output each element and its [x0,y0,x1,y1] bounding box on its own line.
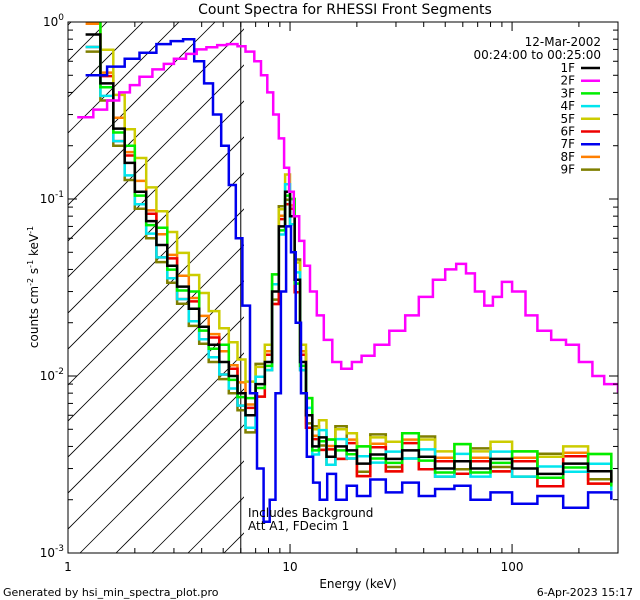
annotation-attenuator: Att A1, FDecim 1 [248,519,349,533]
series-line-6f [85,45,613,488]
hatch-line [68,172,244,350]
y-tick-label: 10-1 [40,190,64,206]
legend-label-1f: 1F [560,61,575,75]
series-line-8f [85,22,613,488]
time-range-label: 00:24:00 to 00:25:00 [474,48,601,62]
y-tick-label: 100 [43,13,64,29]
hatch-line [68,136,244,314]
hatch-line [68,64,244,242]
y-tick-label: 10-2 [40,367,64,383]
date-label: 12-Mar-2002 [525,35,601,49]
x-tick-label: 1 [64,560,72,574]
legend-label-8f: 8F [560,150,575,164]
legend-label-6f: 6F [560,125,575,139]
y-tick-labels: 100 10-1 10-2 10-3 [40,13,65,560]
hatch-line [260,0,640,553]
y-tick-label: 10-3 [40,544,64,560]
x-tick-label: 100 [501,560,524,574]
legend-label-7f: 7F [560,137,575,151]
annotation-background: Includes Background [248,506,373,520]
hatch-line [115,424,244,553]
hatch-line [68,22,180,134]
plot-frame [67,21,619,554]
y-axis-label: counts cm-2 s-1 keV-1 [26,226,41,348]
hatch-line [68,208,244,386]
hatch-line [68,22,144,98]
legend-label-9f: 9F [560,163,575,177]
legend-label-5f: 5F [560,112,575,126]
hatch-line [68,22,72,26]
hatch-line [68,100,244,278]
series-line-4f [85,45,613,491]
series-line-7f [85,37,613,524]
hatch-line [68,352,244,530]
legend-label-3f: 3F [560,86,575,100]
footer-date: 6-Apr-2023 15:17 [537,586,633,599]
hatch-line [68,22,216,170]
series-line-9f [85,50,613,481]
hatch-line [68,280,244,458]
hatch-line [0,0,28,553]
footer-generator: Generated by hsi_min_spectra_plot.pro [3,586,219,599]
hatch-line [79,388,244,553]
legend-label-4f: 4F [560,99,575,113]
series-line-2f [77,42,618,394]
axis-ticks [67,21,619,554]
x-tick-label: 10 [282,560,297,574]
hatch-line [68,316,244,494]
series-layer [77,22,618,524]
hatch-line [68,244,244,422]
x-axis-label: Energy (keV) [319,577,396,591]
legend-label-2f: 2F [560,74,575,88]
chart-title: Count Spectra for RHESSI Front Segments [198,2,492,18]
hatch-line [68,28,244,206]
attenuator-hatch-region [0,0,640,553]
series-line-3f [99,22,613,487]
x-tick-labels: 1 10 100 [64,560,523,574]
